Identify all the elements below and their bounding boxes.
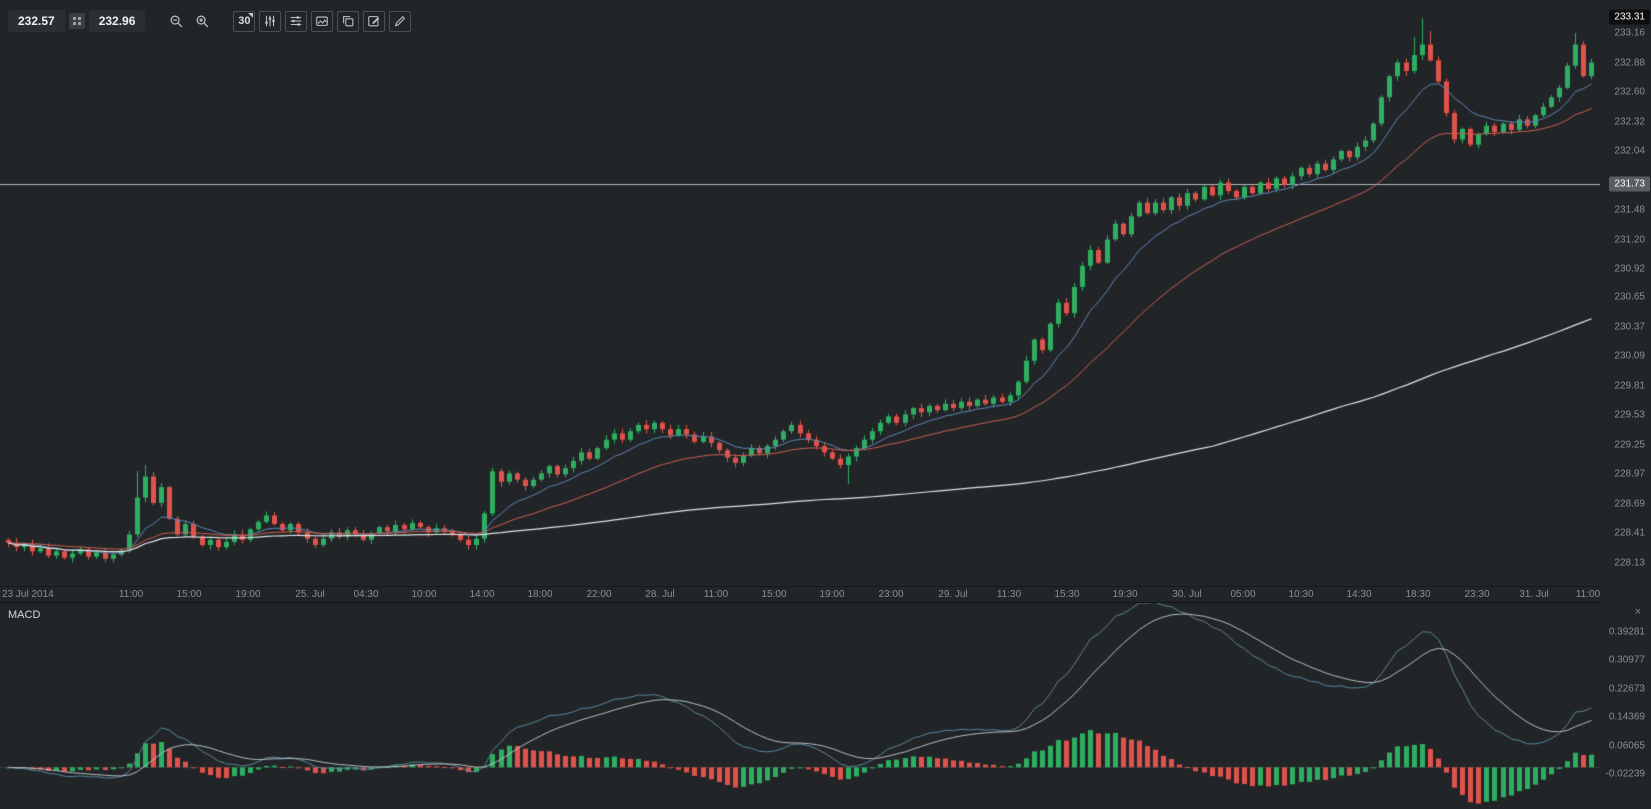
- zoom-out-button[interactable]: [165, 11, 187, 32]
- macd-tick: 0.14369: [1608, 711, 1645, 723]
- price-tick: 231.20: [1614, 234, 1645, 245]
- price-axis[interactable]: 233.31 231.73 233.16 232.88 232.60 232.32 23…: [1600, 0, 1651, 601]
- sell-price-button[interactable]: 232.57: [8, 10, 65, 32]
- macd-panel: MACD: [0, 602, 1600, 809]
- time-tick: 11:00: [118, 589, 144, 600]
- price-tick: 228.97: [1614, 468, 1645, 480]
- time-tick: 19:00: [235, 589, 261, 600]
- horizontal-sliders-icon: [291, 16, 302, 26]
- timeframe-button[interactable]: 30: [233, 10, 256, 32]
- macd-canvas[interactable]: [0, 603, 1600, 809]
- time-tick: 15:00: [176, 589, 202, 600]
- copy-chart-button[interactable]: [337, 10, 360, 32]
- time-tick: 11:00: [703, 589, 729, 600]
- zoom-out-icon: [170, 15, 183, 27]
- pencil-icon: [395, 16, 406, 27]
- time-tick: 11:00: [1575, 589, 1601, 600]
- macd-tick: 0.22673: [1608, 683, 1645, 695]
- grid-icon: [72, 17, 81, 25]
- current-price-marker: 233.31: [1609, 9, 1650, 25]
- price-tick: 230.65: [1614, 291, 1645, 303]
- price-tick: 230.92: [1614, 263, 1645, 275]
- edit-chart-button[interactable]: [363, 10, 386, 32]
- time-tick: 19:30: [1112, 589, 1138, 600]
- macd-close-button[interactable]: ×: [1634, 606, 1641, 618]
- zoom-in-button[interactable]: [191, 11, 213, 32]
- time-tick: 10:00: [411, 589, 437, 600]
- price-chart-canvas[interactable]: [0, 0, 1600, 586]
- price-tick: 232.60: [1614, 86, 1645, 98]
- macd-indicator-label: MACD: [8, 609, 41, 621]
- vertical-sliders-icon: [265, 15, 276, 27]
- price-tick: 232.04: [1614, 145, 1645, 157]
- price-tick: 233.16: [1614, 27, 1645, 39]
- price-tick: 228.41: [1614, 527, 1645, 539]
- time-tick: 30. Jul: [1172, 589, 1202, 600]
- time-tick: 04:30: [353, 589, 379, 600]
- level-price-label: 231.73: [1609, 176, 1650, 192]
- time-tick: 18:00: [527, 589, 553, 600]
- time-tick: 19:00: [819, 589, 845, 600]
- time-tick: 29. Jul: [938, 589, 968, 600]
- indicators-button[interactable]: [259, 10, 282, 32]
- buy-price-button[interactable]: 232.96: [88, 10, 146, 32]
- snapshot-button[interactable]: [311, 10, 334, 32]
- price-tick: 230.37: [1614, 321, 1645, 333]
- time-tick: 11:30: [996, 589, 1022, 600]
- price-tick: 231.48: [1614, 204, 1645, 216]
- time-tick: 15:30: [1054, 589, 1080, 600]
- copy-icon: [343, 16, 354, 27]
- time-tick: 05:00: [1230, 589, 1256, 600]
- price-tick: 229.81: [1614, 380, 1645, 392]
- time-tick: 23:30: [1464, 589, 1490, 600]
- time-tick: 15:00: [761, 589, 787, 600]
- price-tick: 229.53: [1614, 409, 1645, 421]
- expand-caret-icon: [248, 12, 254, 18]
- price-tick: 228.13: [1614, 557, 1645, 569]
- time-tick: 23 Jul 2014: [2, 589, 54, 600]
- time-axis[interactable]: 23 Jul 2014 11:00 15:00 19:00 25. Jul 04:30 10…: [0, 586, 1600, 602]
- chart-toolbar: 232.57 232.96 30: [8, 10, 412, 32]
- time-tick: 14:00: [469, 589, 495, 600]
- price-tick: 229.25: [1614, 439, 1645, 451]
- macd-tick: 0.30977: [1608, 654, 1645, 666]
- price-tick: 228.69: [1614, 498, 1645, 510]
- price-tick: 230.09: [1614, 350, 1645, 362]
- macd-axis[interactable]: × 0.39281 0.30977 0.22673 0.14369 0.06065 -0.…: [1600, 602, 1651, 809]
- edit-square-icon: [368, 16, 380, 27]
- chart-snapshot-icon: [316, 16, 329, 26]
- timeframe-value: 30: [238, 15, 251, 27]
- time-tick: 22:00: [586, 589, 612, 600]
- time-tick: 28. Jul: [645, 589, 675, 600]
- spread-indicator[interactable]: [68, 13, 85, 29]
- macd-tick: 0.06065: [1608, 740, 1645, 752]
- macd-tick: 0.39281: [1608, 626, 1645, 638]
- chart-settings-button[interactable]: [285, 10, 308, 32]
- time-tick: 14:30: [1346, 589, 1372, 600]
- price-tick: 232.88: [1614, 57, 1645, 68]
- macd-tick: -0.02239: [1605, 768, 1645, 780]
- zoom-in-icon: [196, 15, 209, 27]
- time-tick: 31. Jul: [1519, 589, 1549, 600]
- price-tick: 232.32: [1614, 116, 1645, 127]
- time-tick: 25. Jul: [295, 589, 325, 600]
- draw-button[interactable]: [389, 10, 412, 32]
- time-tick: 10:30: [1288, 589, 1314, 600]
- time-tick: 18:30: [1405, 589, 1431, 600]
- time-tick: 23:00: [878, 589, 904, 600]
